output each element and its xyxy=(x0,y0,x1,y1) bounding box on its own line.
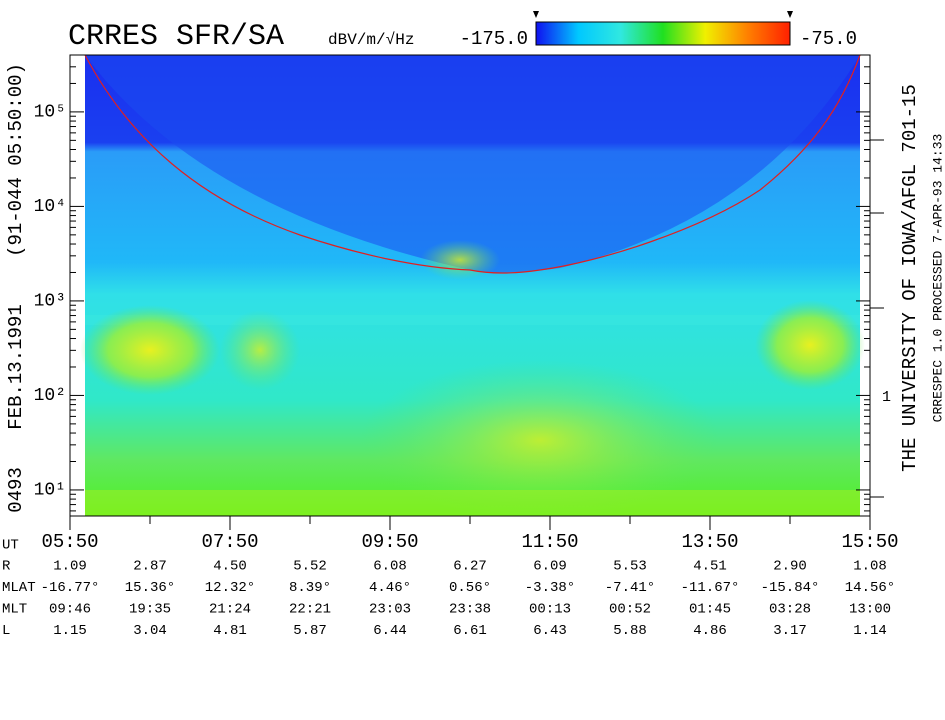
row-label: L xyxy=(2,623,10,639)
colorbar-marker xyxy=(787,11,793,18)
cyclotron-curve xyxy=(84,54,861,274)
ephemeris-value: 19:35 xyxy=(129,602,171,618)
ephemeris-value: -11.67° xyxy=(681,580,740,596)
ephemeris-value: 2.90 xyxy=(773,559,807,575)
row-label: UT xyxy=(2,538,19,554)
ephemeris-value: 22:21 xyxy=(289,602,331,618)
spectrogram xyxy=(80,55,865,520)
row-label: MLT xyxy=(2,602,27,618)
y-tick-label: 10¹ xyxy=(34,481,66,501)
ephemeris-value: 4.51 xyxy=(693,559,727,575)
chart-title: CRRES SFR/SA xyxy=(68,20,284,54)
ephemeris-value: 5.88 xyxy=(613,623,647,639)
ephemeris-value: 4.81 xyxy=(213,623,247,639)
y-tick-label: 10⁵ xyxy=(34,103,66,123)
ephemeris-value: 00:13 xyxy=(529,602,571,618)
right-axis-label: 1 xyxy=(882,389,891,406)
y-tick-label: 10⁴ xyxy=(34,197,66,217)
ephemeris-value: 1.15 xyxy=(53,623,87,639)
ephemeris-value: 4.86 xyxy=(693,623,727,639)
ephemeris-value: 09:46 xyxy=(49,602,91,618)
side-label: THE UNIVERSITY OF IOWA/AFGL 701-15 xyxy=(899,84,921,472)
ephemeris-value: 03:28 xyxy=(769,602,811,618)
ephemeris-value: 3.04 xyxy=(133,623,167,639)
x-tick-label: 07:50 xyxy=(201,531,258,553)
ephemeris-value: 13:00 xyxy=(849,602,891,618)
x-tick-label: 15:50 xyxy=(841,531,898,553)
x-tick-label: 05:50 xyxy=(41,531,98,553)
ephemeris-value: 23:38 xyxy=(449,602,491,618)
x-tick-label: 13:50 xyxy=(681,531,738,553)
ephemeris-value: 23:03 xyxy=(369,602,411,618)
ephemeris-value: 15.36° xyxy=(125,580,175,596)
ephemeris-value: 01:45 xyxy=(689,602,731,618)
colorbar-marker xyxy=(533,11,539,18)
ephemeris-value: 6.27 xyxy=(453,559,487,575)
side-label: CRRESPEC 1.0 PROCESSED 7-APR-93 14:33 xyxy=(930,134,945,423)
ephemeris-value: 4.50 xyxy=(213,559,247,575)
y-tick-label: 10² xyxy=(34,386,66,406)
ephemeris-value: 2.87 xyxy=(133,559,167,575)
ephemeris-value: 5.87 xyxy=(293,623,327,639)
row-label: MLAT xyxy=(2,580,36,596)
ephemeris-value: 8.39° xyxy=(289,580,331,596)
right-axis-ticks xyxy=(870,139,884,498)
side-label: (91-044 05:50:00) xyxy=(5,63,27,257)
ephemeris-value: 21:24 xyxy=(209,602,251,618)
ephemeris-value: 6.43 xyxy=(533,623,567,639)
side-label: 0493 xyxy=(5,467,27,513)
ephemeris-value: 1.08 xyxy=(853,559,887,575)
y-tick-label: 10³ xyxy=(34,292,66,312)
ephemeris-value: -16.77° xyxy=(41,580,100,596)
ephemeris-value: 6.09 xyxy=(533,559,567,575)
ephemeris-value: 00:52 xyxy=(609,602,651,618)
colorbar-label: dBV/m/√Hz xyxy=(328,31,414,49)
ephemeris-value: 0.56° xyxy=(449,580,491,596)
ephemeris-value: 1.14 xyxy=(853,623,887,639)
colorbar-tick-label: -175.0 xyxy=(460,28,528,50)
ephemeris-value: 6.44 xyxy=(373,623,407,639)
side-label: FEB.13.1991 xyxy=(5,304,27,429)
ephemeris-value: -15.84° xyxy=(761,580,820,596)
ephemeris-value: 1.09 xyxy=(53,559,87,575)
ephemeris-value: 14.56° xyxy=(845,580,895,596)
ephemeris-value: 6.08 xyxy=(373,559,407,575)
ephemeris-value: -3.38° xyxy=(525,580,575,596)
ephemeris-value: -7.41° xyxy=(605,580,655,596)
ephemeris-value: 5.53 xyxy=(613,559,647,575)
ephemeris-value: 4.46° xyxy=(369,580,411,596)
x-tick-label: 09:50 xyxy=(361,531,418,553)
ephemeris-value: 3.17 xyxy=(773,623,807,639)
ephemeris-value: 6.61 xyxy=(453,623,487,639)
ephemeris-value: 12.32° xyxy=(205,580,255,596)
x-tick-label: 11:50 xyxy=(521,531,578,553)
colorbar xyxy=(535,21,791,46)
row-label: R xyxy=(2,559,11,575)
ephemeris-value: 5.52 xyxy=(293,559,327,575)
colorbar-tick-label: -75.0 xyxy=(800,28,857,50)
